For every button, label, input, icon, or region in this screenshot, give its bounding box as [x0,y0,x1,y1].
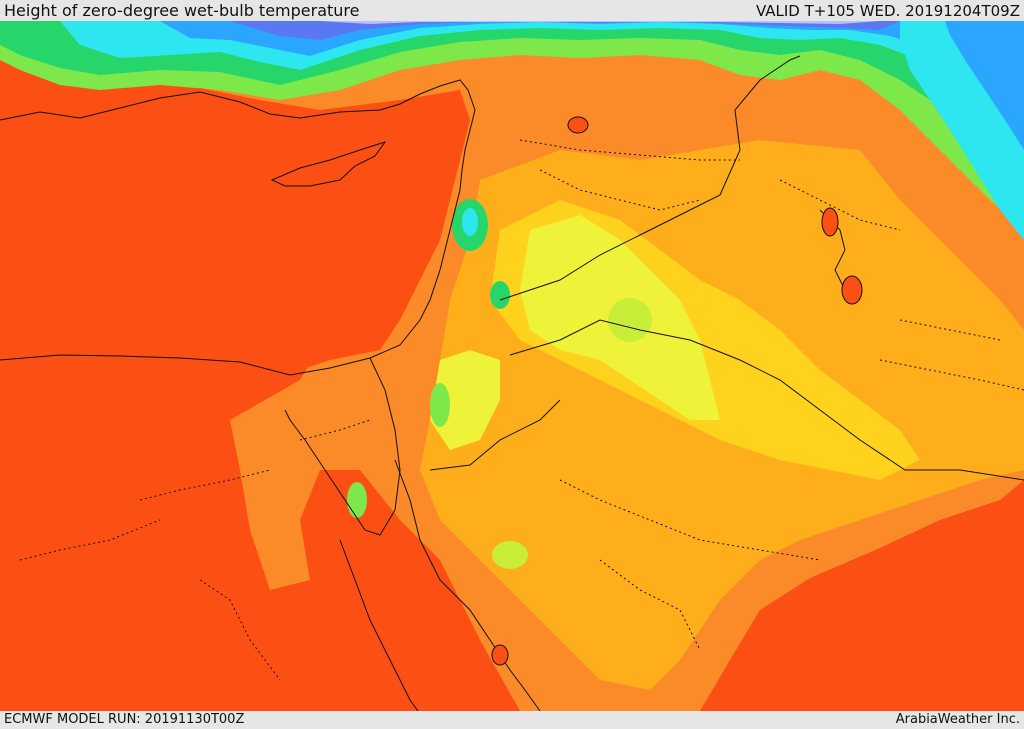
province-borders [19,139,1024,681]
forecast-map [0,21,1024,711]
dark-blue-band-north [230,21,900,40]
valid-time: VALID T+105 WED. 20191204T09Z [755,2,1020,20]
cyan-patch-lebanon [462,208,478,236]
model-run-label: ECMWF MODEL RUN: 20191130T00Z [4,712,245,727]
lakes [491,116,863,666]
lavender-band-north [320,21,880,24]
egypt-orange-patch [230,400,320,590]
footer-bar: ECMWF MODEL RUN: 20191130T00Z ArabiaWeat… [0,711,1024,729]
header-bar: Height of zero-degree wet-bulb temperatu… [0,0,1024,21]
brand-label: ArabiaWeather Inc. [895,712,1020,727]
green-patch-westbank [430,383,450,427]
green-patch-hejaz [492,541,528,569]
coastlines [0,55,1024,711]
green-patch-sinai [347,482,367,518]
map-title: Height of zero-degree wet-bulb temperatu… [4,1,360,20]
green-patch-iraq [608,298,652,342]
cold-zone-east-core [945,21,1024,150]
green-patch-golan [490,281,510,309]
mediterranean-sea [0,88,470,370]
yellow-streak-west [430,350,500,450]
